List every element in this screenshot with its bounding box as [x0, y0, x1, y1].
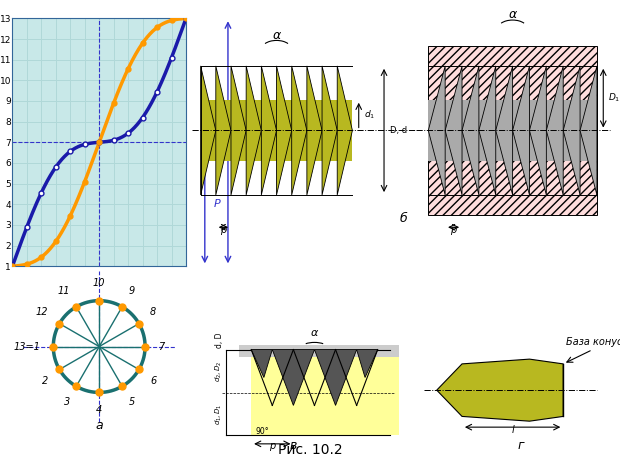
Polygon shape: [322, 66, 337, 195]
Polygon shape: [436, 359, 563, 421]
Polygon shape: [291, 66, 307, 195]
Text: α: α: [272, 29, 281, 42]
Polygon shape: [272, 350, 314, 405]
Polygon shape: [563, 66, 580, 195]
Text: 8: 8: [150, 307, 156, 317]
Text: 7: 7: [158, 341, 164, 352]
Polygon shape: [546, 66, 563, 195]
Text: а: а: [95, 419, 103, 432]
Polygon shape: [277, 66, 291, 195]
Text: D, d: D, d: [391, 126, 407, 135]
Polygon shape: [428, 66, 445, 195]
Polygon shape: [445, 66, 462, 195]
Text: 11: 11: [57, 285, 70, 296]
Text: 3: 3: [64, 397, 70, 408]
Text: б: б: [399, 212, 407, 225]
Polygon shape: [314, 350, 356, 405]
Bar: [428, 100, 597, 161]
Bar: [428, 45, 597, 215]
Polygon shape: [529, 66, 546, 195]
Text: p: p: [451, 225, 457, 235]
Text: г: г: [518, 439, 525, 452]
Polygon shape: [513, 66, 529, 195]
Text: d, D: d, D: [215, 333, 224, 348]
Text: $d_1, D_1$: $d_1, D_1$: [214, 403, 224, 425]
Text: $D_1$: $D_1$: [608, 92, 620, 105]
Polygon shape: [216, 66, 231, 195]
Text: α: α: [311, 329, 318, 338]
Text: 9: 9: [128, 285, 135, 296]
Polygon shape: [479, 66, 496, 195]
Text: в: в: [290, 439, 297, 452]
Text: 90°: 90°: [255, 427, 269, 437]
Text: 4: 4: [96, 405, 102, 415]
Polygon shape: [356, 350, 378, 377]
Polygon shape: [337, 66, 352, 195]
Text: p: p: [220, 225, 226, 235]
Text: 6: 6: [150, 376, 156, 386]
Polygon shape: [201, 66, 216, 195]
Polygon shape: [246, 66, 262, 195]
Polygon shape: [580, 66, 597, 195]
Text: 12: 12: [36, 307, 48, 317]
Polygon shape: [262, 66, 277, 195]
Text: $d_2, D_2$: $d_2, D_2$: [214, 360, 224, 382]
Text: 13=1: 13=1: [14, 341, 40, 352]
Bar: [239, 345, 399, 357]
Polygon shape: [307, 66, 322, 195]
Bar: [201, 100, 352, 161]
Polygon shape: [462, 66, 479, 195]
Text: 10: 10: [93, 278, 105, 288]
Polygon shape: [496, 66, 513, 195]
Text: $d_1$: $d_1$: [364, 109, 375, 122]
Text: 5: 5: [128, 397, 135, 408]
Text: База конуса: База конуса: [565, 337, 620, 347]
Text: 2: 2: [42, 376, 48, 386]
Polygon shape: [251, 350, 272, 377]
Text: Рис. 10.2: Рис. 10.2: [278, 442, 342, 457]
Bar: [251, 350, 399, 436]
Text: P: P: [213, 199, 220, 209]
Text: p: p: [269, 441, 275, 451]
Text: $P_h$: $P_h$: [237, 135, 250, 149]
Text: l: l: [512, 425, 514, 435]
Text: α: α: [508, 8, 516, 22]
Polygon shape: [231, 66, 246, 195]
